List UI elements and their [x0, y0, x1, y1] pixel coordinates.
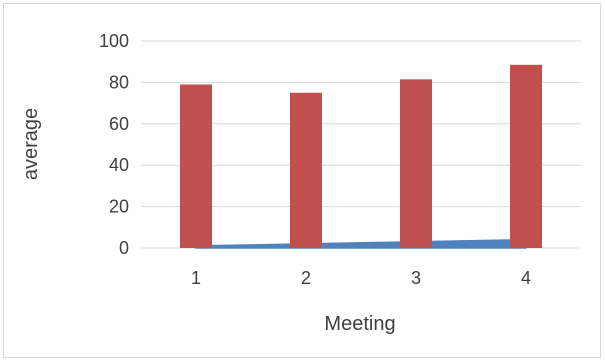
chart: 0 20 40 60 80 100 1 2 3 4 Meeting average — [20, 31, 581, 335]
x-tick-label: 4 — [521, 268, 531, 288]
x-tick-label: 1 — [191, 268, 201, 288]
y-tick-label: 40 — [109, 155, 129, 175]
tick-labels: 0 20 40 60 80 100 1 2 3 4 — [99, 31, 531, 288]
y-tick-label: 100 — [99, 31, 129, 51]
x-tick-label: 3 — [411, 268, 421, 288]
y-axis-title: average — [20, 108, 42, 180]
x-axis-title: Meeting — [324, 313, 395, 335]
bar — [510, 64, 542, 249]
chart-frame: 0 20 40 60 80 100 1 2 3 4 Meeting average — [3, 3, 601, 358]
y-tick-label: 80 — [109, 72, 129, 92]
y-tick-label: 20 — [109, 197, 129, 217]
y-tick-label: 0 — [119, 238, 129, 258]
x-tick-label: 2 — [301, 268, 311, 288]
series-layer — [180, 64, 542, 249]
line-series — [195, 238, 527, 249]
y-tick-label: 60 — [109, 114, 129, 134]
bar — [290, 92, 322, 248]
bar — [400, 79, 432, 248]
bar — [180, 84, 212, 248]
